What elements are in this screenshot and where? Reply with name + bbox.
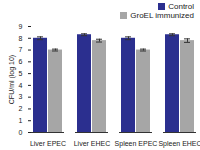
svg-text:8: 8 — [19, 35, 23, 42]
svg-text:7: 7 — [19, 46, 23, 53]
svg-text:Liver EHEC: Liver EHEC — [74, 140, 111, 147]
svg-text:9: 9 — [19, 23, 23, 30]
svg-text:CFU/ml (log 10): CFU/ml (log 10) — [8, 55, 16, 104]
svg-text:Spleen EPEC: Spleen EPEC — [115, 140, 158, 148]
svg-text:0: 0 — [19, 129, 23, 136]
svg-text:2: 2 — [19, 105, 23, 112]
html-text:GroEL immunized: GroEL immunized — [130, 11, 194, 20]
svg-text:Spleen EHEC: Spleen EHEC — [158, 140, 200, 148]
svg-text:5: 5 — [19, 70, 23, 77]
svg-text:1: 1 — [19, 117, 23, 124]
svg-text:6: 6 — [19, 58, 23, 65]
svg-text:Liver EPEC: Liver EPEC — [30, 140, 66, 147]
html-text:Control: Control — [168, 2, 194, 11]
svg-text:3: 3 — [19, 93, 23, 100]
svg-text:4: 4 — [19, 82, 23, 89]
